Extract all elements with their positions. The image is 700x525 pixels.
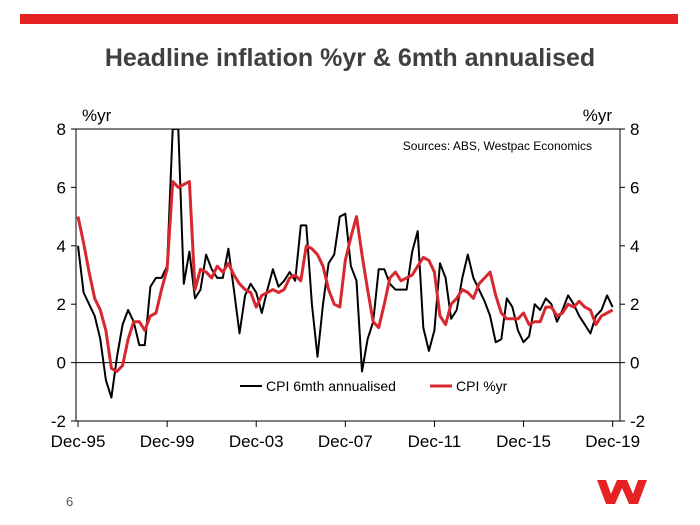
legend-label-cpi-yr: CPI %yr [456, 378, 508, 394]
legend-label-cpi-6mth-annualised: CPI 6mth annualised [266, 378, 396, 394]
x-tick-label: Dec-99 [140, 432, 195, 451]
y-tick-label-left: -2 [51, 412, 66, 431]
series-line-cpi-yr [76, 180, 614, 373]
x-tick-label: Dec-95 [51, 432, 106, 451]
y-tick-label-right: 0 [630, 354, 639, 373]
plot-frame [75, 128, 621, 422]
y-tick-label-left: 2 [57, 295, 66, 314]
x-tick-label: Dec-19 [585, 432, 640, 451]
left-axis-unit: %yr [82, 106, 112, 125]
westpac-w-logo-icon [597, 480, 647, 504]
x-tick-label: Dec-15 [496, 432, 551, 451]
top-accent-bar [20, 14, 678, 24]
x-tick-label: Dec-03 [229, 432, 284, 451]
y-tick-label-right: -2 [630, 412, 645, 431]
y-tick-label-left: 0 [57, 354, 66, 373]
page-number: 6 [66, 494, 74, 509]
y-tick-label-right: 2 [630, 295, 639, 314]
y-tick-label-left: 4 [57, 237, 66, 256]
source-note: Sources: ABS, Westpac Economics [403, 139, 592, 153]
x-tick-label: Dec-11 [408, 432, 462, 451]
x-tick-label: Dec-07 [318, 432, 373, 451]
right-axis-unit: %yr [583, 106, 613, 125]
y-tick-label-right: 6 [630, 178, 639, 197]
y-tick-label-left: 6 [57, 178, 66, 197]
y-tick-label-left: 8 [57, 120, 66, 139]
slide-title: Headline inflation %yr & 6mth annualised [104, 44, 596, 72]
y-tick-label-right: 4 [630, 237, 639, 256]
y-tick-label-right: 8 [630, 120, 639, 139]
